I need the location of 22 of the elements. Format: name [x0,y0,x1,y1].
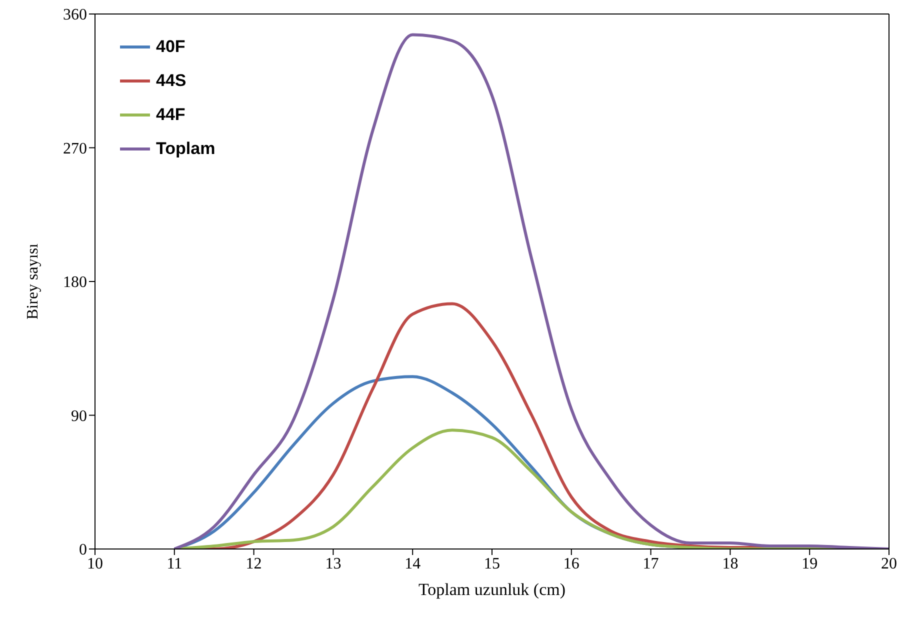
x-tick-label: 16 [563,555,580,572]
x-tick-label: 14 [404,555,421,572]
legend-label: 44F [156,104,186,126]
y-tick-label: 180 [63,274,87,292]
y-tick-label: 0 [79,542,87,559]
y-tick-label: 270 [63,140,87,158]
x-tick-label: 11 [166,555,182,572]
y-tick-label: 90 [71,408,87,425]
x-tick-label: 17 [642,555,659,572]
x-tick-label: 12 [246,555,262,572]
legend-label: 44S [156,70,186,92]
x-axis-title: Toplam uzunluk (cm) [418,580,566,599]
legend-label: 40F [156,36,186,58]
legend-label: Toplam [156,138,216,160]
x-tick-label: 19 [802,555,818,572]
x-tick-label: 10 [87,555,103,572]
x-tick-label: 13 [325,555,342,572]
x-tick-label: 20 [881,555,897,572]
x-tick-label: 18 [722,555,738,572]
y-tick-label: 360 [63,6,87,24]
y-axis-title: Birey sayısı [24,242,42,320]
x-tick-label: 15 [484,555,500,572]
